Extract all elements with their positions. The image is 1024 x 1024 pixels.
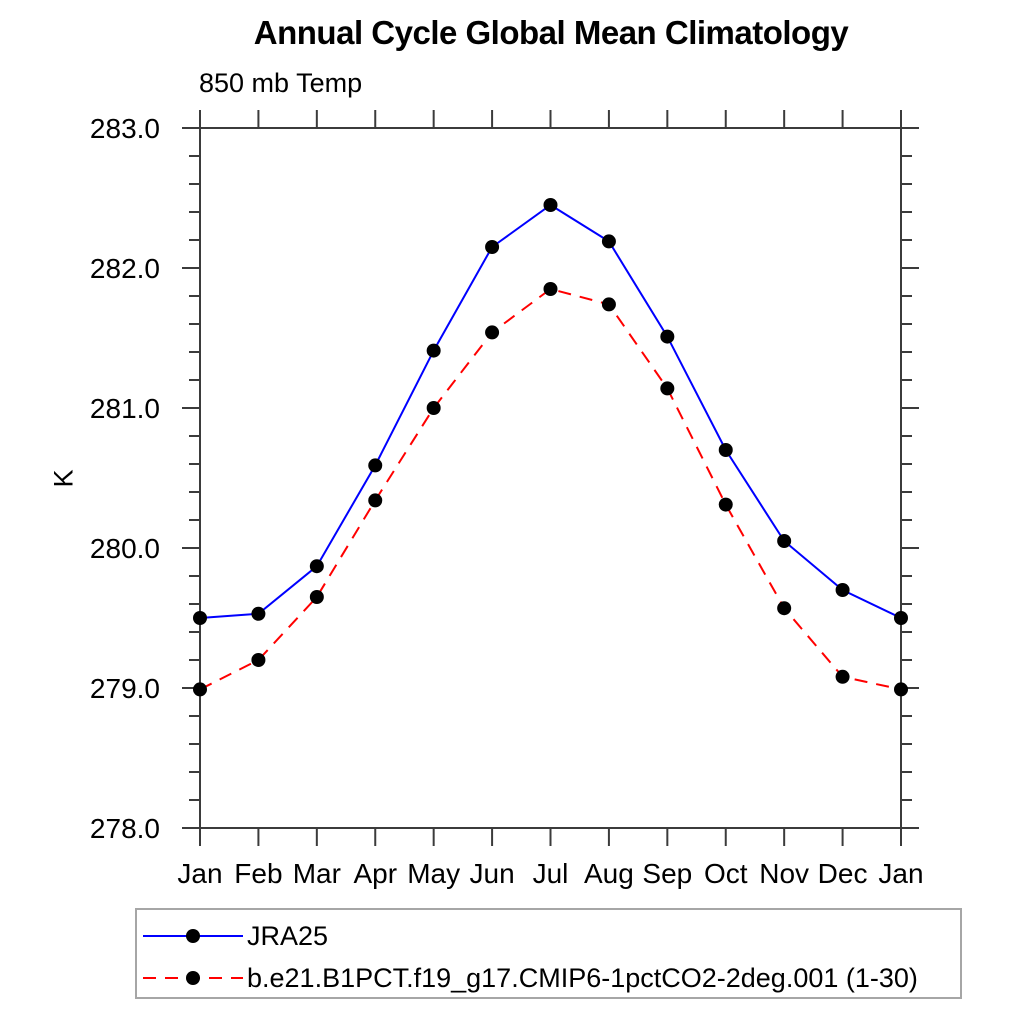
x-tick-label: Jul [533, 858, 569, 889]
chart-title: Annual Cycle Global Mean Climatology [253, 14, 849, 51]
y-tick-label: 279.0 [90, 673, 160, 704]
legend-item-jra25: JRA25 [139, 920, 328, 952]
data-point-marker [601, 234, 616, 249]
data-point-marker [193, 611, 207, 625]
data-point-marker [543, 198, 558, 212]
legend-marker-icon [186, 971, 200, 985]
series-line-1 [199, 287, 902, 691]
data-point-marker [660, 381, 675, 396]
data-point-marker [777, 601, 792, 616]
data-point-marker [368, 458, 383, 473]
data-point-marker [309, 590, 324, 604]
x-tick-label: Nov [759, 858, 809, 889]
x-tick-label: Oct [704, 858, 748, 889]
data-point-marker [368, 493, 383, 508]
data-point-marker [660, 329, 675, 344]
data-point-marker [894, 682, 908, 697]
x-tick-label: Feb [234, 858, 282, 889]
data-point-marker [251, 606, 266, 621]
y-tick-label: 282.0 [90, 253, 160, 284]
data-point-marker [718, 497, 733, 512]
x-tick-label: Apr [353, 858, 397, 889]
legend-box: JRA25 b.e21.B1PCT.f19_g17.CMIP6-1pctCO2-… [135, 908, 962, 999]
data-point-marker [777, 534, 792, 548]
x-tick-label: Jan [177, 858, 222, 889]
data-point-marker [485, 240, 500, 254]
plot-frame [199, 127, 902, 829]
data-point-marker [485, 325, 500, 340]
data-point-marker [894, 611, 908, 625]
x-tick-label: May [407, 858, 460, 889]
legend-line-sample-dashed [143, 971, 243, 985]
data-point-marker [193, 682, 207, 697]
x-tick-label: Mar [293, 858, 341, 889]
data-point-marker [835, 583, 850, 597]
chart-subtitle: 850 mb Temp [199, 68, 363, 98]
x-tick-label: Sep [642, 858, 692, 889]
data-point-marker [601, 297, 616, 312]
legend-label: JRA25 [247, 920, 329, 951]
data-point-marker [543, 282, 558, 296]
x-tick-label: Jan [878, 858, 923, 889]
series-line-0 [199, 203, 902, 619]
legend-marker-icon [186, 929, 200, 943]
legend-line-sample-solid [143, 929, 243, 943]
y-tick-label: 278.0 [90, 813, 160, 844]
data-point-marker [426, 343, 441, 358]
data-point-marker [426, 401, 441, 415]
y-tick-label: 280.0 [90, 533, 160, 564]
x-tick-label: Aug [584, 858, 634, 889]
x-tick-label: Dec [818, 858, 868, 889]
data-point-marker [251, 653, 266, 667]
data-point-marker [835, 669, 850, 684]
legend-item-model: b.e21.B1PCT.f19_g17.CMIP6-1pctCO2-2deg.0… [139, 962, 918, 994]
x-tick-label: Jun [470, 858, 515, 889]
legend-label: b.e21.B1PCT.f19_g17.CMIP6-1pctCO2-2deg.0… [247, 962, 918, 993]
y-tick-label: 281.0 [90, 393, 160, 424]
data-point-marker [309, 559, 324, 574]
y-tick-label: 283.0 [90, 113, 160, 144]
data-point-marker [718, 443, 733, 457]
